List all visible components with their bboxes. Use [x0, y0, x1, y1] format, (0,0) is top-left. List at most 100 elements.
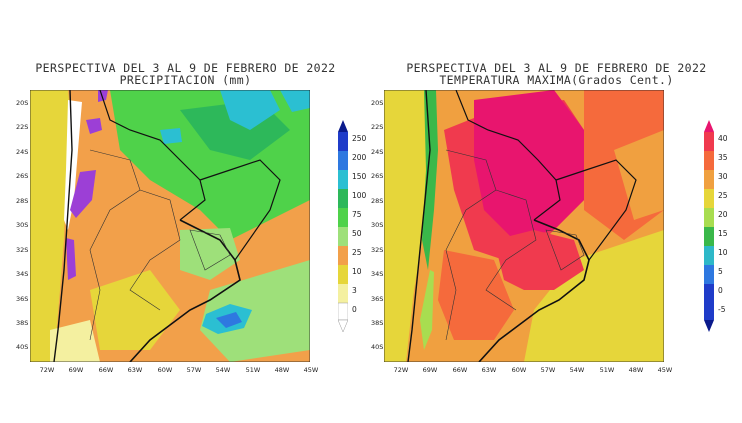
precip-lon-63w: 63W [127, 366, 143, 374]
temp-cb-swatch [704, 227, 714, 246]
precip-uruguay-border [189, 229, 231, 271]
temperature-map [384, 90, 664, 362]
precip-cb-label-10: 10 [352, 267, 362, 276]
precip-map-svg [30, 90, 310, 362]
precip-title-line1: PERSPECTIVA DEL 3 AL 9 DE FEBRERO DE 202… [35, 61, 336, 75]
temp-pacific-mild-zone [384, 90, 430, 362]
precip-lon-69w: 69W [68, 366, 84, 374]
temp-lat-38s: 38S [371, 319, 384, 327]
temp-lon-57w: 57W [540, 366, 556, 374]
temp-cb-label-10: 10 [718, 248, 728, 257]
precip-cb-arrow-top [338, 120, 348, 132]
temp-cb-label-20: 20 [718, 210, 728, 219]
precip-atlantic-wet-zone [200, 260, 310, 362]
precip-province-lines-1 [89, 149, 141, 341]
precip-cb-label-50: 50 [352, 229, 362, 238]
precip-lat-28s: 28S [16, 197, 29, 205]
temp-patagonia-warm-zone [438, 250, 514, 340]
temp-province-lines-2 [485, 189, 537, 311]
temp-cb-label-40: 40 [718, 134, 728, 143]
precip-ocean-blue [216, 312, 242, 328]
temp-cb-swatch [704, 284, 714, 303]
temp-cb-swatch [704, 151, 714, 170]
temp-north-border [455, 90, 561, 221]
precipitation-map [30, 90, 310, 362]
temp-cb-swatch [704, 303, 714, 320]
temp-cb-label-15: 15 [718, 229, 728, 238]
temp-cb-label-5: 5 [718, 267, 723, 276]
temp-cb-label-25: 25 [718, 191, 728, 200]
temp-atlantic-zone [524, 230, 664, 362]
temp-lat-34s: 34S [371, 270, 384, 278]
temp-pampa-hot-zone [494, 230, 584, 290]
precip-cb-swatch [337, 302, 349, 321]
precip-lat-22s: 22S [16, 123, 29, 131]
temp-cb-label-0: 0 [718, 286, 723, 295]
precip-cb-label-150: 150 [352, 172, 367, 181]
temp-lon-45w: 45W [657, 366, 673, 374]
precip-cb-swatch [338, 151, 348, 170]
temp-title-line2: TEMPERATURA MAXIMA(Grados Cent.) [439, 73, 674, 87]
temp-title-line1: PERSPECTIVA DEL 3 AL 9 DE FEBRERO DE 202… [406, 61, 707, 75]
precip-lat-38s: 38S [16, 319, 29, 327]
precip-colorbar: 250 200 150 100 75 50 25 10 3 0 [337, 120, 366, 336]
temp-lat-30s: 30S [371, 221, 384, 229]
temp-cb-arrow-bottom [704, 320, 714, 332]
precip-cb-label-0: 0 [352, 305, 357, 314]
temp-lon-51w: 51W [599, 366, 615, 374]
precip-lat-26s: 26S [16, 172, 29, 180]
precip-cb-label-3: 3 [352, 286, 357, 295]
precip-title-line2: PRECIPITACION (mm) [119, 73, 252, 87]
temp-lon-54w: 54W [569, 366, 585, 374]
temp-lat-36s: 36S [371, 295, 384, 303]
precip-patagonia-yellow [90, 270, 180, 350]
temp-cb-swatch [704, 246, 714, 265]
precip-andes-heavy-3 [66, 238, 76, 280]
precip-cb-label-250: 250 [352, 134, 367, 143]
precip-lon-51w: 51W [245, 366, 261, 374]
temperature-panel: PERSPECTIVA DEL 3 AL 9 DE FEBRERO DE 202… [371, 0, 742, 423]
temp-cb-swatch [704, 132, 714, 151]
precip-lon-45w: 45W [303, 366, 319, 374]
temp-cb-label-minus5: -5 [718, 305, 726, 314]
temp-lon-48w: 48W [628, 366, 644, 374]
precip-north-border [99, 90, 206, 221]
precip-cyan-core-3 [160, 128, 182, 144]
temp-cb-arrow-top [704, 120, 714, 132]
temp-map-svg [384, 90, 664, 362]
temp-lat-40s: 40S [371, 343, 384, 351]
precip-lon-57w: 57W [186, 366, 202, 374]
precip-lon-54w: 54W [215, 366, 231, 374]
temp-lon-69w: 69W [422, 366, 438, 374]
temp-andes-south-strip [420, 270, 434, 350]
temp-cb-label-35: 35 [718, 153, 728, 162]
precip-andes-heavy-1 [86, 118, 102, 134]
precip-lat-30s: 30S [16, 221, 29, 229]
precip-andes-border [53, 90, 73, 362]
precip-lat-20s: 20S [16, 99, 29, 107]
temp-cb-label-30: 30 [718, 172, 728, 181]
temp-lat-32s: 32S [371, 246, 384, 254]
precip-south-light [50, 320, 100, 362]
precip-lon-72w: 72W [39, 366, 55, 374]
temp-lat-26s: 26S [371, 172, 384, 180]
precip-cb-swatch [338, 246, 348, 265]
precip-lat-36s: 36S [16, 295, 29, 303]
precip-cyan-core-2 [280, 90, 310, 112]
temp-cb-swatch [704, 189, 714, 208]
precip-lat-40s: 40S [16, 343, 29, 351]
temp-andes-cool-strip [422, 90, 438, 270]
precip-colorbar-svg [337, 120, 349, 333]
temp-andes-border [407, 90, 431, 362]
precipitation-panel: PERSPECTIVA DEL 3 AL 9 DE FEBRERO DE 202… [16, 61, 366, 374]
precip-lon-66w: 66W [98, 366, 114, 374]
precip-lon-60w: 60W [157, 366, 173, 374]
temp-province-lines-1 [445, 149, 497, 341]
precip-brazil-border [199, 159, 281, 261]
precip-lat-34s: 34S [16, 270, 29, 278]
precip-province-lines-2 [129, 189, 181, 311]
precip-cb-swatch [338, 170, 348, 189]
precip-lat-32s: 32S [16, 246, 29, 254]
temp-uruguay-border [545, 229, 585, 271]
precip-cb-swatch [338, 284, 348, 303]
